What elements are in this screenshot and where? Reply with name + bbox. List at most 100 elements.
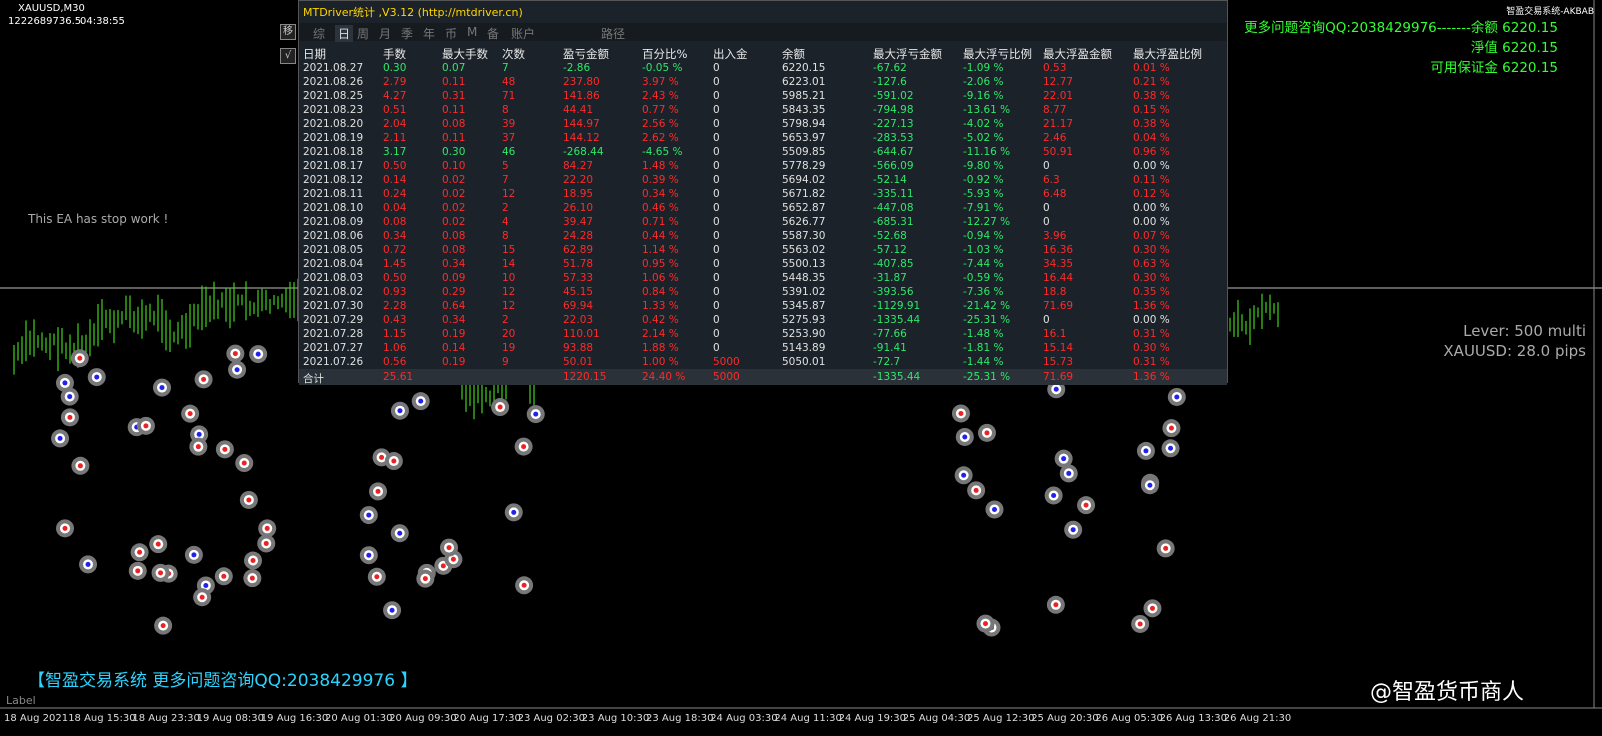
trade-marker-dot — [234, 367, 240, 373]
tab[interactable]: 季 — [401, 27, 414, 41]
trade-marker-dot — [973, 487, 979, 493]
table-cell: 16.36 — [1043, 244, 1074, 256]
table-cell: 0 — [713, 216, 720, 228]
table-cell: -0.94 % — [963, 230, 1004, 242]
table-cell: 0 — [713, 258, 720, 270]
tab[interactable]: 账户 — [511, 27, 536, 41]
column-header: 盈亏金额 — [563, 47, 609, 61]
table-cell: 5 — [502, 160, 509, 172]
total-cell: 24.40 % — [642, 371, 686, 383]
side-button[interactable]: √ — [280, 48, 296, 64]
trade-marker-dot — [379, 454, 385, 460]
table-cell: -5.93 % — [963, 188, 1004, 200]
trade-marker-dot — [199, 594, 205, 600]
table-cell: 0.02 — [442, 188, 466, 200]
table-cell: -268.44 — [563, 146, 604, 158]
table-cell: -0.59 % — [963, 272, 1004, 284]
table-cell: 5843.35 — [782, 104, 826, 116]
tab[interactable]: 备 — [487, 27, 500, 41]
table-cell: 0.34 — [442, 314, 466, 326]
table-cell: 2021.08.09 — [303, 216, 364, 228]
trade-marker-dot — [249, 575, 255, 581]
table-cell: 0.34 — [383, 230, 407, 242]
side-button[interactable]: 移 — [280, 24, 296, 40]
table-cell: -72.7 — [873, 356, 901, 368]
table-cell: 2.43 % — [642, 90, 679, 102]
trade-marker-dot — [250, 558, 256, 564]
table-cell: 2.28 — [383, 300, 407, 312]
table-cell: 5985.21 — [782, 90, 826, 102]
trade-marker-dot — [497, 404, 503, 410]
table-cell: 0.11 % — [1133, 174, 1170, 186]
table-cell: 0.35 % — [1133, 286, 1170, 298]
trade-marker-dot — [389, 607, 395, 613]
table-cell: -1129.91 — [873, 300, 921, 312]
table-cell: 0 — [713, 118, 720, 130]
table-cell: -1.03 % — [963, 244, 1004, 256]
table-cell: 5563.02 — [782, 244, 826, 256]
x-tick-label: 19 Aug 16:30 — [260, 713, 329, 724]
trade-marker-dot — [1051, 492, 1057, 498]
trade-marker-dot — [201, 376, 207, 382]
trade-marker-dot — [67, 394, 73, 400]
x-tick-label: 23 Aug 18:30 — [646, 713, 714, 724]
trade-marker-dot — [1137, 621, 1143, 627]
table-cell: 0.71 % — [642, 216, 679, 228]
table-cell: 16.1 — [1043, 328, 1067, 340]
total-row-bg — [299, 369, 1227, 385]
table-cell: 0.39 % — [642, 174, 679, 186]
table-cell: 0.30 — [383, 62, 407, 74]
table-cell: 1.15 — [383, 328, 407, 340]
tab[interactable]: 币 — [445, 27, 458, 41]
table-cell: 0.00 % — [1133, 314, 1170, 326]
table-cell: 4 — [502, 216, 509, 228]
table-cell: 3.17 — [383, 146, 407, 158]
tab[interactable]: 综 — [313, 27, 326, 41]
trade-marker-dot — [521, 582, 527, 588]
tab[interactable]: M — [467, 25, 478, 39]
trade-marker-dot — [1070, 527, 1076, 533]
table-cell: 5391.02 — [782, 286, 826, 298]
trade-marker-dot — [222, 446, 228, 452]
table-cell: -31.87 — [873, 272, 907, 284]
table-cell: 0.77 % — [642, 104, 679, 116]
table-cell: 0.38 % — [1133, 90, 1170, 102]
tab[interactable]: 月 — [379, 27, 392, 41]
table-cell: 6.3 — [1043, 174, 1060, 186]
table-cell: 0.50 — [383, 272, 407, 284]
table-cell: 0 — [713, 160, 720, 172]
table-cell: 50.01 — [563, 356, 594, 368]
table-cell: 50.91 — [1043, 146, 1074, 158]
table-cell: -0.05 % — [642, 62, 683, 74]
table-cell: 84.27 — [563, 160, 594, 172]
table-cell: 2.14 % — [642, 328, 679, 340]
tab[interactable]: 年 — [423, 27, 436, 41]
x-tick-label: 25 Aug 20:30 — [1031, 713, 1099, 724]
leverage: Lever: 500 multi — [1463, 322, 1586, 340]
table-cell: 6220.15 — [782, 62, 826, 74]
trade-marker-dot — [221, 573, 227, 579]
table-cell: 0.30 % — [1133, 342, 1170, 354]
trade-marker-dot — [137, 549, 143, 555]
total-cell: 1220.15 — [563, 371, 607, 383]
tab[interactable]: 路径 — [601, 27, 626, 41]
tab[interactable]: 周 — [357, 27, 370, 41]
table-cell: 22.01 — [1043, 90, 1074, 102]
table-cell: 0.44 % — [642, 230, 679, 242]
trade-marker-dot — [991, 506, 997, 512]
table-cell: 0.11 — [442, 132, 466, 144]
table-cell: 0.84 % — [642, 286, 679, 298]
table-cell: 2021.07.29 — [303, 314, 364, 326]
table-cell: 2.46 — [1043, 132, 1067, 144]
table-cell: -283.53 — [873, 132, 914, 144]
table-cell: 0 — [713, 244, 720, 256]
table-cell: 39.47 — [563, 216, 594, 228]
table-cell: 1.33 % — [642, 300, 679, 312]
table-cell: 5652.87 — [782, 202, 826, 214]
table-cell: 12 — [502, 300, 516, 312]
tab-bar: 综日周月季年币 M 备账户 路径 — [299, 23, 1227, 42]
table-cell: 3.96 — [1043, 230, 1067, 242]
column-header: 最大浮亏金额 — [873, 47, 942, 61]
tab[interactable]: 日 — [335, 25, 354, 42]
table-cell: 0.12 % — [1133, 188, 1170, 200]
